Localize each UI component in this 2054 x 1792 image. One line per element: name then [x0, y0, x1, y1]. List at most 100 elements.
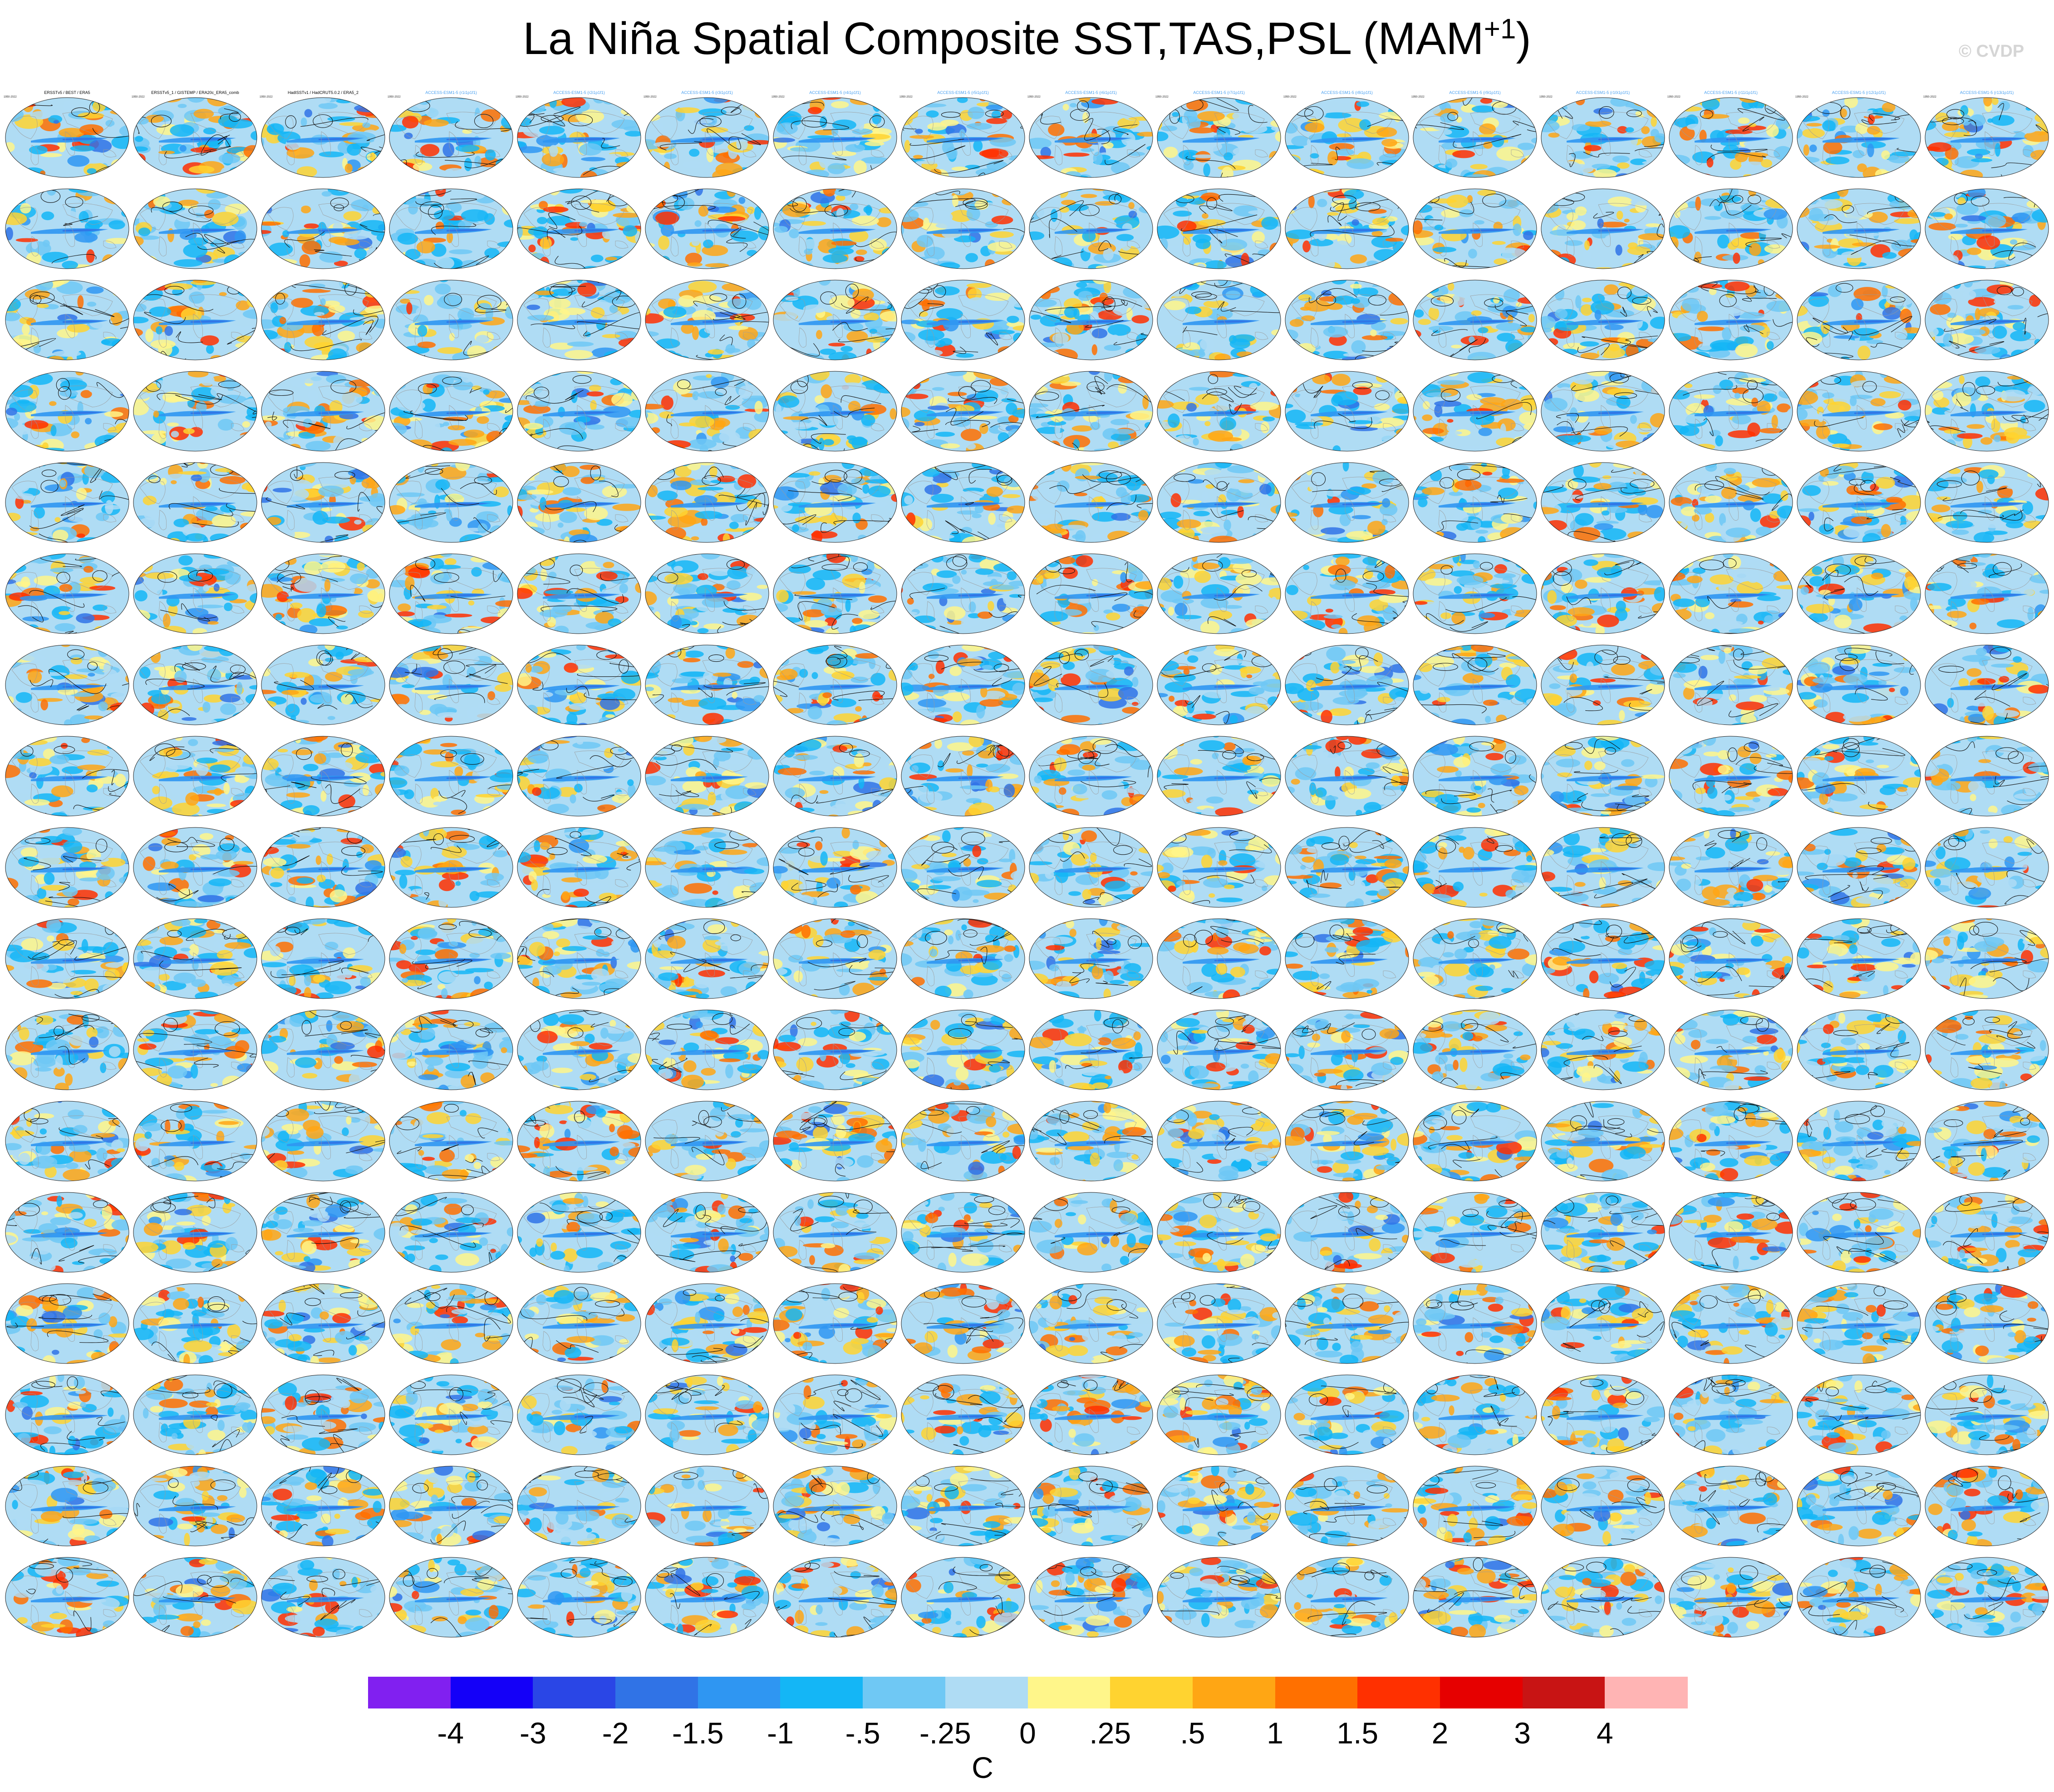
composite-panel [899, 1367, 1027, 1457]
panel-years: 1950-2022 [1027, 95, 1041, 99]
panel-years: 1950-2022 [516, 95, 529, 99]
composite-panel [1923, 1185, 2050, 1275]
panel-map [1797, 553, 1921, 634]
composite-panel [132, 820, 259, 910]
panel-map [133, 827, 257, 908]
composite-panel [1155, 1185, 1283, 1275]
panel-map [1669, 645, 1793, 725]
panel-map [1541, 918, 1665, 999]
colorbar-box [533, 1677, 616, 1708]
panel-years: 1950-2022 [1667, 95, 1681, 99]
composite-panel [1283, 1367, 1410, 1457]
composite-panel [1795, 820, 1922, 910]
composite-panel [132, 364, 259, 453]
composite-panel [1411, 820, 1538, 910]
composite-panel [388, 546, 515, 636]
panel-map [5, 1101, 129, 1182]
panel-map [1029, 553, 1153, 634]
colorbar-box [945, 1677, 1028, 1708]
panel-map [1797, 736, 1921, 817]
composite-panel [899, 455, 1027, 545]
composite-panel [771, 1276, 899, 1366]
panel-map [1413, 1466, 1537, 1546]
composite-panel [771, 820, 899, 910]
composite-panel [644, 1093, 771, 1183]
panel-years: 1950-2022 [1155, 95, 1169, 99]
panel-map [1797, 1557, 1921, 1638]
panel-map [517, 280, 641, 360]
composite-panel [771, 729, 899, 818]
panel-map [1157, 918, 1281, 999]
panel-title: ACCESS-ESM1-5 (r2i1p1f1) [516, 90, 643, 95]
panel-map [773, 1192, 897, 1273]
colorbar-tick-label: -3 [487, 1716, 578, 1750]
composite-panel: ERSSTv5_1 / GISTEMP / ERA20c_ERA5_comb 19… [132, 90, 259, 180]
panel-map [517, 553, 641, 634]
composite-panel [899, 364, 1027, 453]
composite-panel [771, 181, 899, 271]
colorbar-box [1110, 1677, 1193, 1708]
composite-panel [132, 637, 259, 727]
panel-map [1541, 553, 1665, 634]
composite-panel [516, 1458, 643, 1548]
composite-panel: ACCESS-ESM1-5 (r12i1p1f1) 1950-2022 [1795, 90, 1922, 180]
composite-panel [771, 455, 899, 545]
panel-map [133, 1374, 257, 1455]
composite-panel [1283, 1458, 1410, 1548]
panel-years: 1950-2022 [1795, 95, 1808, 99]
composite-panel [1795, 1276, 1922, 1366]
composite-panel [1667, 729, 1794, 818]
composite-panel [1283, 637, 1410, 727]
panel-map [1413, 1101, 1537, 1182]
panel-map [901, 553, 1025, 634]
composite-panel [1027, 272, 1155, 362]
composite-panel [644, 729, 771, 818]
panel-map [1669, 1192, 1793, 1273]
panel-map [261, 827, 385, 908]
composite-panel [644, 911, 771, 1001]
composite-panel [1027, 1276, 1155, 1366]
colorbar-box [780, 1677, 863, 1708]
colorbar-box [450, 1677, 533, 1708]
composite-panel [388, 1185, 515, 1275]
panel-title: ACCESS-ESM1-5 (r12i1p1f1) [1795, 90, 1922, 95]
composite-panel [1411, 1458, 1538, 1548]
composite-panel [4, 1185, 131, 1275]
panel-map [1669, 827, 1793, 908]
panel-map [1029, 97, 1153, 178]
panel-map [645, 1466, 769, 1546]
panel-map [1669, 1557, 1793, 1638]
panel-map [1797, 1101, 1921, 1182]
panel-map [517, 188, 641, 269]
colorbar-box [1275, 1677, 1358, 1708]
composite-panel [1795, 911, 1922, 1001]
panel-map [5, 188, 129, 269]
panel-map [389, 1009, 513, 1090]
composite-panel [1027, 1002, 1155, 1092]
panel-map [1157, 645, 1281, 725]
composite-panel [1667, 181, 1794, 271]
composite-panel [1155, 1367, 1283, 1457]
panel-map [1285, 1374, 1409, 1455]
composite-panel [1667, 1550, 1794, 1639]
page-title: La Niña Spatial Composite SST,TAS,PSL (M… [0, 13, 2054, 65]
panel-map [1285, 462, 1409, 543]
panel-map [1157, 1101, 1281, 1182]
panel-map [1285, 280, 1409, 360]
composite-panel [1155, 911, 1283, 1001]
composite-panel [1667, 1276, 1794, 1366]
composite-panel [1411, 1093, 1538, 1183]
panel-map [389, 736, 513, 817]
panel-map [773, 827, 897, 908]
colorbar-box [368, 1677, 451, 1708]
panel-map [133, 645, 257, 725]
composite-panel [4, 1093, 131, 1183]
panel-map [5, 280, 129, 360]
panel-map [901, 1192, 1025, 1273]
composite-panel [1667, 820, 1794, 910]
composite-panel [1539, 911, 1666, 1001]
composite-panel [516, 1367, 643, 1457]
composite-panel [4, 181, 131, 271]
composite-panel [1155, 181, 1283, 271]
panel-map [1413, 1283, 1537, 1364]
